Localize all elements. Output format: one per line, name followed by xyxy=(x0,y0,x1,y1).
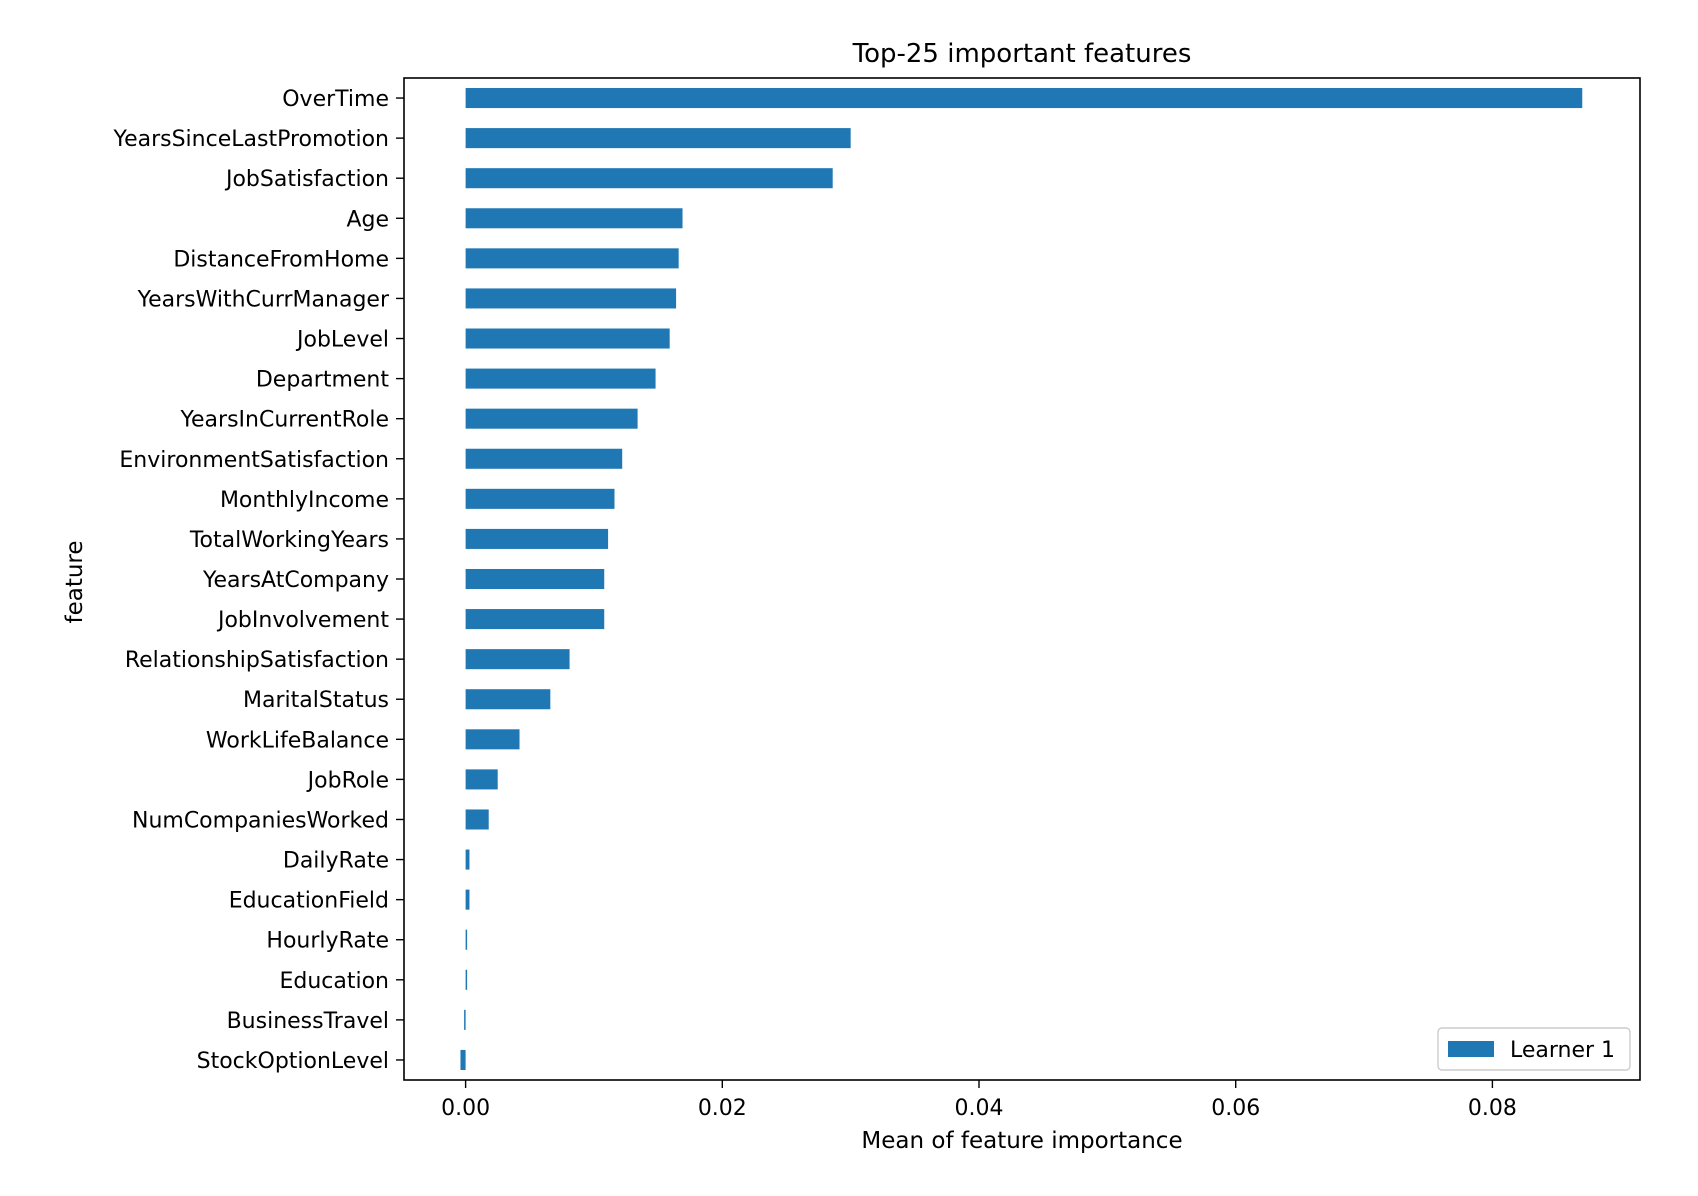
y-tick-label: JobLevel xyxy=(295,328,389,353)
x-tick-label: 0.00 xyxy=(441,1096,490,1121)
bar-YearsInCurrentRole xyxy=(465,408,638,429)
bar-MaritalStatus xyxy=(465,689,551,710)
y-tick-label: StockOptionLevel xyxy=(197,1049,389,1074)
x-tick-label: 0.06 xyxy=(1211,1096,1260,1121)
bar-OverTime xyxy=(465,88,1583,109)
y-tick-label: WorkLifeBalance xyxy=(206,728,389,753)
x-tick-label: 0.08 xyxy=(1468,1096,1517,1121)
bar-MonthlyIncome xyxy=(465,488,615,509)
bar-JobInvolvement xyxy=(465,609,605,630)
bar-EnvironmentSatisfaction xyxy=(465,448,623,469)
bar-Department xyxy=(465,368,656,389)
bar-TotalWorkingYears xyxy=(465,528,609,549)
y-tick-label: OverTime xyxy=(282,87,389,112)
bar-JobLevel xyxy=(465,328,670,349)
y-tick-label: MaritalStatus xyxy=(243,688,389,713)
bar-YearsWithCurrManager xyxy=(465,288,677,309)
plot-frame xyxy=(403,77,1641,1081)
y-tick-label: YearsInCurrentRole xyxy=(179,408,389,433)
y-tick-label: Age xyxy=(346,207,389,232)
bar-RelationshipSatisfaction xyxy=(465,649,570,670)
bars-layer xyxy=(460,88,1583,1070)
y-tick-label: NumCompaniesWorked xyxy=(132,808,389,833)
y-axis-label: feature xyxy=(62,540,88,623)
y-tick-label: JobRole xyxy=(306,768,389,793)
bar-StockOptionLevel xyxy=(460,1049,466,1070)
bar-DailyRate xyxy=(465,849,470,870)
y-ticks: OverTime YearsSinceLastPromotion JobSatisf… xyxy=(113,87,404,1074)
bar-Education xyxy=(465,969,468,990)
legend-box xyxy=(1437,1027,1631,1071)
y-tick-label: RelationshipSatisfaction xyxy=(125,648,389,673)
bar-Age xyxy=(465,208,683,229)
y-tick-label: EnvironmentSatisfaction xyxy=(119,448,389,473)
y-tick-label: HourlyRate xyxy=(266,929,389,954)
y-tick-label: MonthlyIncome xyxy=(220,488,389,513)
y-tick-label: EducationField xyxy=(229,889,389,914)
x-axis-label: Mean of feature importance xyxy=(861,1128,1182,1154)
bar-WorkLifeBalance xyxy=(465,729,520,750)
y-tick-label: Education xyxy=(279,969,389,994)
legend-label: Learner 1 xyxy=(1510,1038,1615,1063)
bar-EducationField xyxy=(465,889,470,910)
y-tick-label: YearsWithCurrManager xyxy=(137,287,390,312)
x-tick-label: 0.04 xyxy=(955,1096,1004,1121)
chart-title: Top-25 important features xyxy=(852,39,1192,69)
bar-NumCompaniesWorked xyxy=(465,809,489,830)
y-tick-label: YearsSinceLastPromotion xyxy=(113,127,389,152)
legend-swatch xyxy=(1448,1041,1494,1057)
y-tick-label: YearsAtCompany xyxy=(202,568,389,593)
y-tick-label: JobSatisfaction xyxy=(224,167,389,192)
y-tick-label: BusinessTravel xyxy=(227,1009,389,1034)
bar-DistanceFromHome xyxy=(465,248,679,269)
y-tick-label: DailyRate xyxy=(283,849,389,874)
y-tick-label: JobInvolvement xyxy=(216,608,389,633)
y-tick-label: DistanceFromHome xyxy=(173,247,389,272)
bar-YearsAtCompany xyxy=(465,568,605,590)
x-ticks: 0.00 0.02 0.04 0.06 0.08 xyxy=(441,1080,1517,1121)
bar-JobSatisfaction xyxy=(465,168,833,189)
bar-HourlyRate xyxy=(465,929,468,950)
y-tick-label: Department xyxy=(256,368,390,393)
bar-JobRole xyxy=(465,769,498,790)
x-tick-label: 0.02 xyxy=(698,1096,747,1121)
bar-BusinessTravel xyxy=(464,1009,466,1030)
y-tick-label: TotalWorkingYears xyxy=(189,528,389,553)
legend: Learner 1 xyxy=(1437,1027,1631,1071)
bar-YearsSinceLastPromotion xyxy=(465,128,851,149)
